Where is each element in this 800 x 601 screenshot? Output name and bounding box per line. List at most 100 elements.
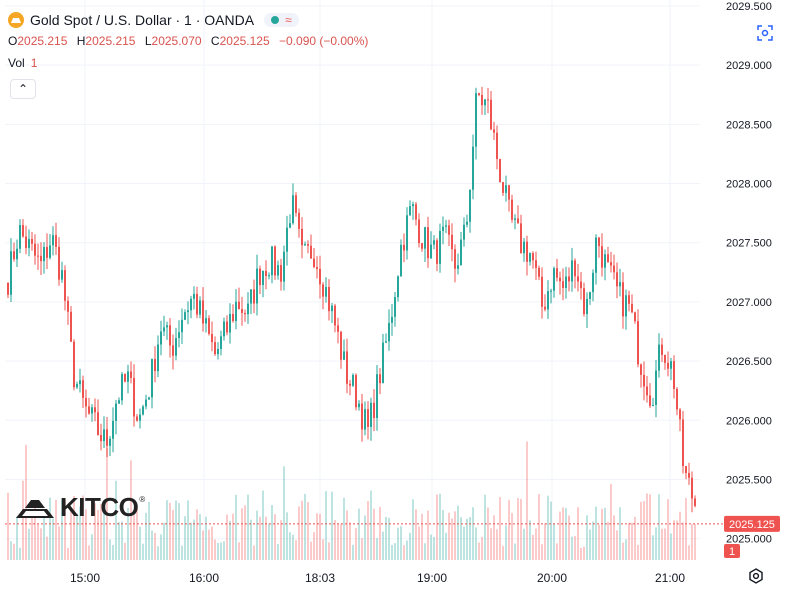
candle-body [148, 397, 150, 400]
volume-bar [640, 501, 642, 560]
volume-bar [340, 524, 342, 560]
volume-bar [301, 500, 303, 560]
volume-bar [691, 524, 693, 560]
high-label: H [76, 34, 86, 48]
volume-bar [361, 538, 363, 560]
candle-body [163, 327, 165, 332]
volume-bar [484, 494, 486, 560]
volume-bar [322, 539, 324, 560]
volume-bar [283, 466, 285, 560]
volume-bar [517, 498, 519, 560]
candle-body [541, 276, 543, 307]
candle-body [472, 146, 474, 190]
candle-body [106, 429, 108, 446]
volume-bar [598, 524, 600, 560]
candle-body [583, 288, 585, 315]
volume-bar [229, 520, 231, 560]
candle-body [334, 305, 336, 326]
candle-body [157, 344, 159, 372]
volume-bar [568, 515, 570, 560]
volume-bar [28, 528, 30, 560]
candle-body [514, 218, 516, 220]
volume-label: Vol [8, 56, 25, 70]
candle-body [559, 277, 561, 282]
volume-bar [16, 516, 18, 560]
volume-bar [589, 529, 591, 560]
candle-body [40, 255, 42, 262]
candle-body [166, 325, 168, 328]
candle-body [652, 404, 654, 406]
volume-bar [463, 526, 465, 560]
volume-bar [490, 528, 492, 560]
volume-bar [331, 491, 333, 560]
candle-body [337, 325, 339, 332]
candle-body [523, 241, 525, 254]
volume-bar [208, 529, 210, 560]
volume-bar [655, 527, 657, 560]
candle-body [517, 218, 519, 224]
volume-bar [103, 502, 105, 560]
screenshot-button[interactable] [754, 22, 776, 44]
volume-bar [577, 507, 579, 560]
volume-bar [19, 547, 21, 560]
candle-body [316, 267, 318, 269]
volume-bar [616, 530, 618, 560]
gold-bars-icon [16, 499, 54, 518]
volume-bar [631, 522, 633, 560]
volume-bar [205, 516, 207, 560]
candle-body [454, 249, 456, 269]
symbol-title[interactable]: Gold Spot / U.S. Dollar · 1 · OANDA [30, 12, 255, 28]
volume-bar [520, 498, 522, 560]
candle-body [151, 359, 153, 398]
volume-badge [724, 544, 740, 558]
volume-bar [367, 501, 369, 560]
volume-bar [439, 493, 441, 560]
collapse-legend-button[interactable]: ⌃ [10, 79, 36, 99]
volume-bar [538, 494, 540, 560]
volume-bar [100, 503, 102, 560]
volume-bar [646, 493, 648, 560]
gold-symbol-icon [8, 12, 24, 28]
candle-body [298, 212, 300, 229]
candle-body [202, 300, 204, 324]
volume-bar [634, 516, 636, 560]
volume-bar [70, 509, 72, 560]
candle-body [673, 361, 675, 389]
candle-body [289, 223, 291, 228]
candle-body [325, 286, 327, 297]
candle-body [76, 384, 78, 388]
volume-bar [163, 522, 165, 560]
volume-bar [592, 521, 594, 560]
volume-bar [442, 509, 444, 560]
volume-bar [352, 544, 354, 560]
y-tick-label: 2028.500 [726, 119, 772, 131]
candle-body [43, 246, 45, 262]
candle-body [679, 409, 681, 420]
volume-bar [670, 533, 672, 560]
candle-body [256, 268, 258, 304]
volume-bar [31, 516, 33, 560]
volume-bar [457, 505, 459, 560]
legend-title-row: Gold Spot / U.S. Dollar · 1 · OANDA ≈ [8, 10, 299, 30]
candle-body [571, 260, 573, 282]
candle-body [217, 348, 219, 355]
volume-bar [154, 532, 156, 560]
candle-body [415, 204, 417, 220]
volume-bar [658, 494, 660, 560]
candle-body [199, 300, 201, 315]
volume-bar [328, 542, 330, 560]
chart-settings-button[interactable] [746, 566, 766, 586]
volume-bar [73, 495, 75, 560]
volume-bar [430, 534, 432, 560]
candle-body [160, 331, 162, 345]
candle-body [637, 321, 639, 365]
candle-body [421, 243, 423, 249]
volume-bar [196, 509, 198, 560]
candle-body [511, 199, 513, 220]
market-status[interactable]: ≈ [264, 13, 299, 27]
candle-body [409, 206, 411, 216]
volume-bar [454, 511, 456, 560]
volume-bar [316, 513, 318, 560]
volume-bar [310, 541, 312, 560]
